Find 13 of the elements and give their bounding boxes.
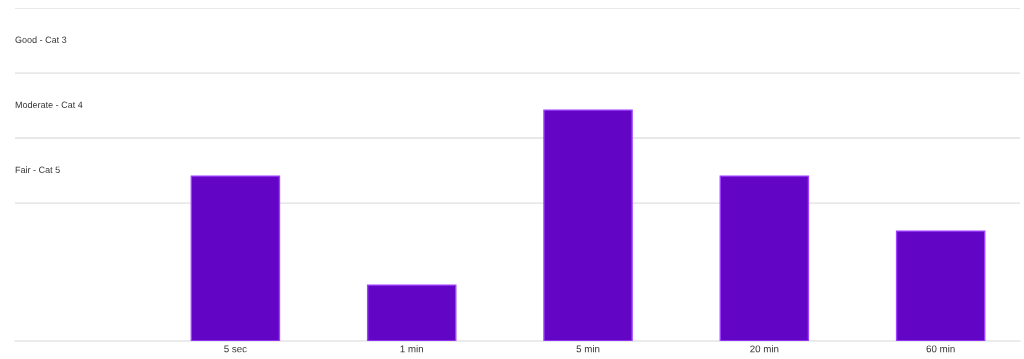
text: Moderate - Cat 4 (15, 101, 83, 108)
x-tick-label: 5 min (576, 345, 600, 353)
bar (366, 284, 457, 341)
text: Good - Cat 3 (15, 36, 67, 43)
x-tick-label: 60 min (926, 345, 955, 353)
bar (895, 230, 986, 341)
x-tick-label: 5 sec (224, 345, 247, 353)
x-tick-label: 1 min (400, 345, 423, 353)
bar (543, 109, 633, 341)
x-tick-label: 20 min (750, 345, 779, 353)
bar (190, 175, 281, 341)
bar (719, 175, 810, 341)
annotation: Fair - Cat 5 (15, 166, 60, 173)
